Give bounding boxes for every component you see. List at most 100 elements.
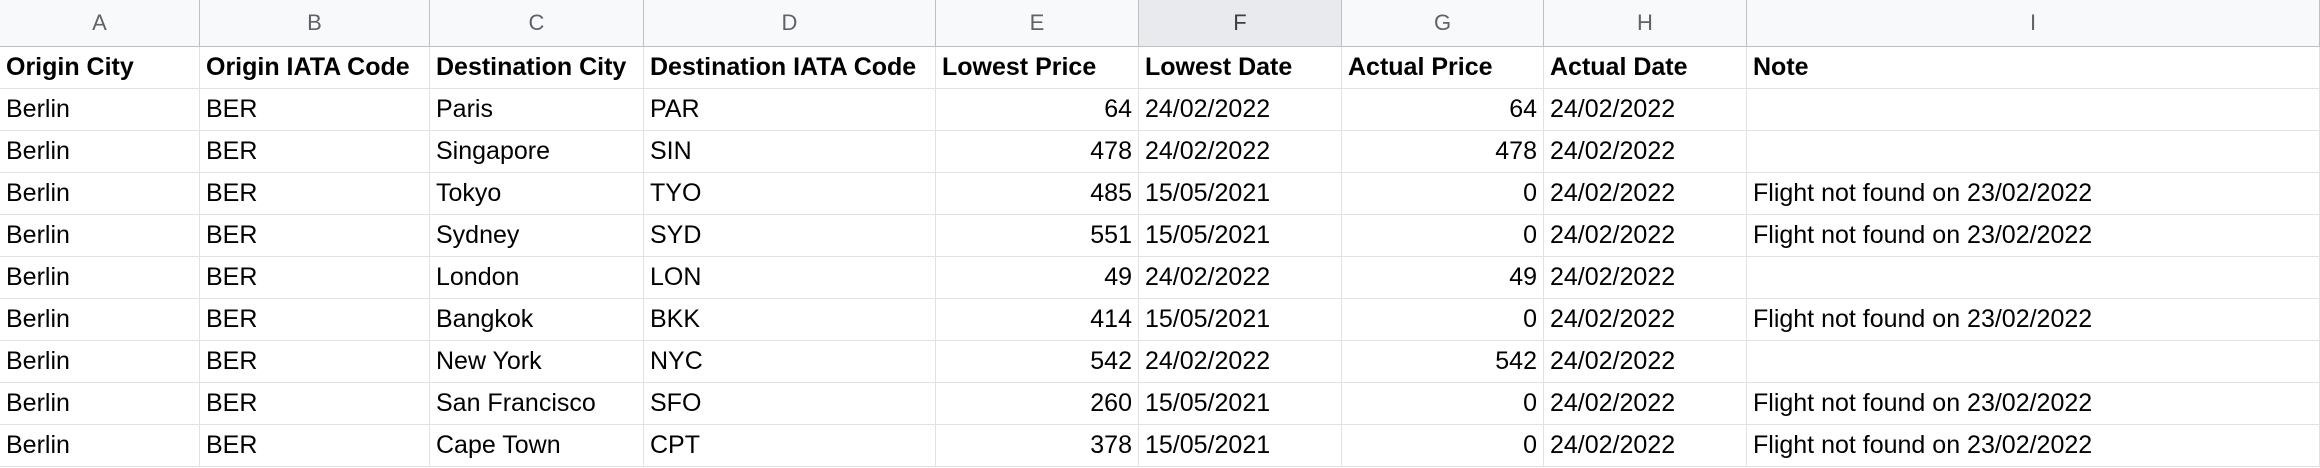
cell-actual-price[interactable]: 478 — [1342, 131, 1544, 173]
cell-destination-city[interactable]: New York — [430, 341, 644, 383]
cell-actual-date[interactable]: 24/02/2022 — [1544, 299, 1747, 341]
cell-lowest-price[interactable]: 49 — [936, 257, 1139, 299]
cell-actual-date[interactable]: 24/02/2022 — [1544, 425, 1747, 467]
cell-destination-city[interactable]: London — [430, 257, 644, 299]
cell-origin-iata[interactable]: BER — [200, 215, 430, 257]
cell-origin-city[interactable]: Berlin — [0, 299, 200, 341]
cell-destination-city[interactable]: Sydney — [430, 215, 644, 257]
cell-lowest-price[interactable]: 378 — [936, 425, 1139, 467]
cell-actual-date[interactable]: 24/02/2022 — [1544, 341, 1747, 383]
cell-lowest-date[interactable]: 24/02/2022 — [1139, 257, 1342, 299]
cell-note[interactable]: Flight not found on 23/02/2022 — [1747, 215, 2320, 257]
cell-lowest-price[interactable]: 260 — [936, 383, 1139, 425]
cell-destination-city[interactable]: Cape Town — [430, 425, 644, 467]
cell-destination-iata[interactable]: SYD — [644, 215, 936, 257]
cell-note[interactable] — [1747, 341, 2320, 383]
cell-destination-iata[interactable]: PAR — [644, 89, 936, 131]
column-header-b[interactable]: B — [200, 0, 430, 47]
cell-lowest-price[interactable]: 414 — [936, 299, 1139, 341]
header-cell-lowest-price[interactable]: Lowest Price — [936, 47, 1139, 89]
cell-actual-price[interactable]: 0 — [1342, 299, 1544, 341]
cell-lowest-price[interactable]: 551 — [936, 215, 1139, 257]
cell-actual-price[interactable]: 64 — [1342, 89, 1544, 131]
cell-destination-iata[interactable]: SIN — [644, 131, 936, 173]
cell-origin-iata[interactable]: BER — [200, 89, 430, 131]
cell-origin-iata[interactable]: BER — [200, 131, 430, 173]
cell-actual-price[interactable]: 0 — [1342, 425, 1544, 467]
header-cell-lowest-date[interactable]: Lowest Date — [1139, 47, 1342, 89]
cell-note[interactable]: Flight not found on 23/02/2022 — [1747, 299, 2320, 341]
cell-origin-iata[interactable]: BER — [200, 299, 430, 341]
column-header-h[interactable]: H — [1544, 0, 1747, 47]
cell-lowest-date[interactable]: 24/02/2022 — [1139, 89, 1342, 131]
cell-lowest-price[interactable]: 478 — [936, 131, 1139, 173]
cell-destination-city[interactable]: Bangkok — [430, 299, 644, 341]
cell-destination-city[interactable]: Paris — [430, 89, 644, 131]
cell-origin-city[interactable]: Berlin — [0, 215, 200, 257]
cell-origin-iata[interactable]: BER — [200, 341, 430, 383]
cell-actual-price[interactable]: 542 — [1342, 341, 1544, 383]
cell-lowest-date[interactable]: 24/02/2022 — [1139, 131, 1342, 173]
cell-lowest-date[interactable]: 15/05/2021 — [1139, 299, 1342, 341]
cell-origin-iata[interactable]: BER — [200, 173, 430, 215]
column-header-i[interactable]: I — [1747, 0, 2320, 47]
cell-origin-city[interactable]: Berlin — [0, 257, 200, 299]
header-cell-origin-city[interactable]: Origin City — [0, 47, 200, 89]
cell-lowest-price[interactable]: 64 — [936, 89, 1139, 131]
cell-actual-price[interactable]: 49 — [1342, 257, 1544, 299]
header-cell-actual-date[interactable]: Actual Date — [1544, 47, 1747, 89]
cell-actual-date[interactable]: 24/02/2022 — [1544, 215, 1747, 257]
cell-note[interactable]: Flight not found on 23/02/2022 — [1747, 425, 2320, 467]
cell-note[interactable]: Flight not found on 23/02/2022 — [1747, 383, 2320, 425]
cell-lowest-date[interactable]: 15/05/2021 — [1139, 173, 1342, 215]
cell-origin-city[interactable]: Berlin — [0, 89, 200, 131]
cell-destination-iata[interactable]: BKK — [644, 299, 936, 341]
header-cell-note[interactable]: Note — [1747, 47, 2320, 89]
cell-origin-iata[interactable]: BER — [200, 383, 430, 425]
cell-lowest-date[interactable]: 15/05/2021 — [1139, 383, 1342, 425]
cell-note[interactable] — [1747, 89, 2320, 131]
cell-origin-city[interactable]: Berlin — [0, 383, 200, 425]
cell-note[interactable] — [1747, 257, 2320, 299]
cell-note[interactable]: Flight not found on 23/02/2022 — [1747, 173, 2320, 215]
cell-destination-city[interactable]: Tokyo — [430, 173, 644, 215]
cell-destination-city[interactable]: San Francisco — [430, 383, 644, 425]
cell-destination-iata[interactable]: NYC — [644, 341, 936, 383]
cell-origin-iata[interactable]: BER — [200, 257, 430, 299]
cell-lowest-price[interactable]: 542 — [936, 341, 1139, 383]
cell-destination-iata[interactable]: CPT — [644, 425, 936, 467]
column-header-a[interactable]: A — [0, 0, 200, 47]
header-cell-origin-iata[interactable]: Origin IATA Code — [200, 47, 430, 89]
cell-destination-iata[interactable]: SFO — [644, 383, 936, 425]
column-header-f[interactable]: F — [1139, 0, 1342, 47]
cell-lowest-price[interactable]: 485 — [936, 173, 1139, 215]
cell-destination-iata[interactable]: TYO — [644, 173, 936, 215]
cell-actual-date[interactable]: 24/02/2022 — [1544, 89, 1747, 131]
cell-lowest-date[interactable]: 15/05/2021 — [1139, 425, 1342, 467]
cell-origin-city[interactable]: Berlin — [0, 425, 200, 467]
cell-actual-price[interactable]: 0 — [1342, 173, 1544, 215]
header-cell-destination-iata[interactable]: Destination IATA Code — [644, 47, 936, 89]
cell-actual-price[interactable]: 0 — [1342, 215, 1544, 257]
header-cell-actual-price[interactable]: Actual Price — [1342, 47, 1544, 89]
column-header-e[interactable]: E — [936, 0, 1139, 47]
cell-lowest-date[interactable]: 24/02/2022 — [1139, 341, 1342, 383]
cell-origin-city[interactable]: Berlin — [0, 341, 200, 383]
column-header-c[interactable]: C — [430, 0, 644, 47]
cell-actual-date[interactable]: 24/02/2022 — [1544, 131, 1747, 173]
cell-actual-price[interactable]: 0 — [1342, 383, 1544, 425]
cell-destination-iata[interactable]: LON — [644, 257, 936, 299]
column-header-g[interactable]: G — [1342, 0, 1544, 47]
cell-lowest-date[interactable]: 15/05/2021 — [1139, 215, 1342, 257]
cell-origin-city[interactable]: Berlin — [0, 173, 200, 215]
cell-origin-city[interactable]: Berlin — [0, 131, 200, 173]
header-cell-destination-city[interactable]: Destination City — [430, 47, 644, 89]
cell-actual-date[interactable]: 24/02/2022 — [1544, 257, 1747, 299]
cell-destination-city[interactable]: Singapore — [430, 131, 644, 173]
cell-actual-date[interactable]: 24/02/2022 — [1544, 173, 1747, 215]
cell-origin-iata[interactable]: BER — [200, 425, 430, 467]
cell-actual-date[interactable]: 24/02/2022 — [1544, 383, 1747, 425]
cell-note[interactable] — [1747, 131, 2320, 173]
column-header-d[interactable]: D — [644, 0, 936, 47]
